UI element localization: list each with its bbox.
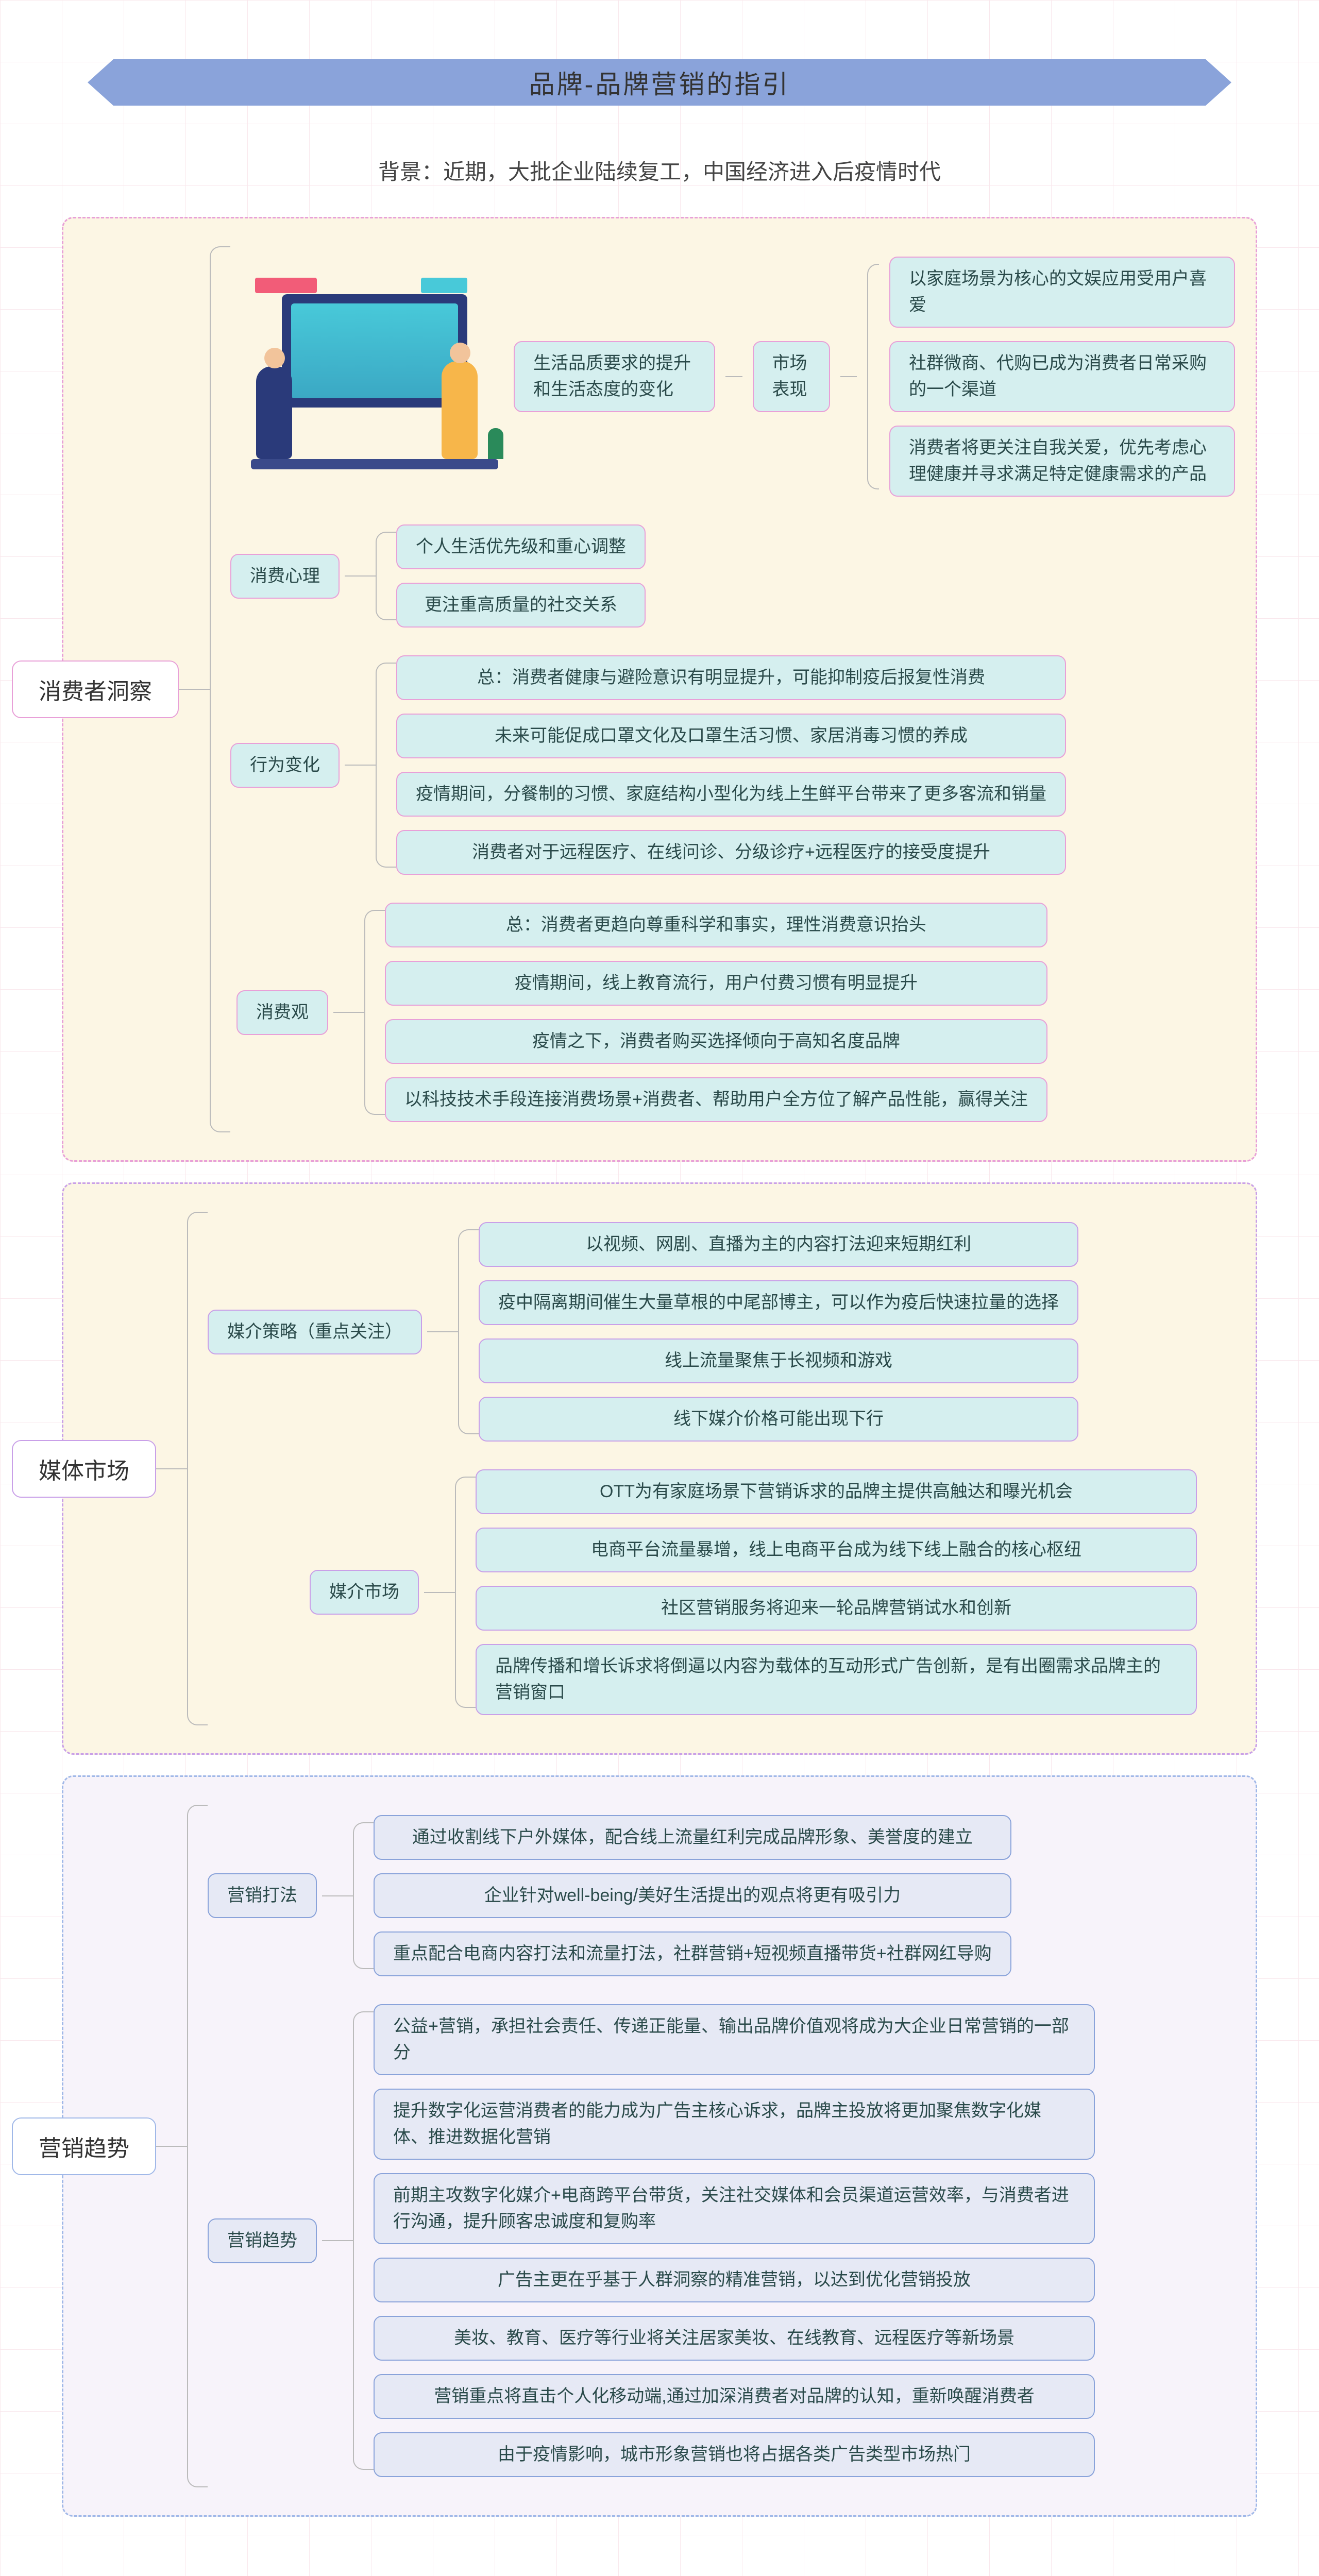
leaf: 更注重高质量的社交关系 [396, 583, 646, 628]
branch-label-psychology: 消费心理 [230, 554, 340, 599]
leaf: 美妆、教育、医疗等行业将关注居家美妆、在线教育、远程医疗等新场景 [374, 2316, 1095, 2361]
branch-label-media-strategy: 媒介策略（重点关注） [208, 1310, 422, 1354]
leaf: 以视频、网剧、直播为主的内容打法迎来短期红利 [479, 1222, 1078, 1267]
connector [345, 575, 376, 577]
leaf: 消费者将更关注自我关爱，优先考虑心理健康并寻求满足特定健康需求的产品 [889, 426, 1235, 497]
banner-cap-left [88, 59, 113, 106]
connector [427, 1331, 458, 1332]
branch-label-marketing-play: 营销打法 [208, 1873, 317, 1918]
branch-lifestyle: 生活品质要求的提升和生活态度的变化 市场表现 以家庭场景为核心的文娱应用受用户喜… [230, 257, 1235, 497]
branch-label-media-market: 媒介市场 [310, 1570, 419, 1615]
leaf: 线下媒介价格可能出现下行 [479, 1397, 1078, 1442]
leaf: 重点配合电商内容打法和流量打法，社群营销+短视频直播带货+社群网红导购 [374, 1931, 1011, 1976]
brace [376, 532, 396, 620]
leaf: 社群微商、代购已成为消费者日常采购的一个渠道 [889, 341, 1235, 412]
leaf: 公益+营销，承担社会责任、传递正能量、输出品牌价值观将成为大企业日常营销的一部分 [374, 2004, 1095, 2075]
section-label-marketing-trend: 营销趋势 [12, 2117, 156, 2175]
leaf: 个人生活优先级和重心调整 [396, 524, 646, 569]
leaf: 疫中隔离期间催生大量草根的中尾部博主，可以作为疫后快速拉量的选择 [479, 1280, 1078, 1325]
brace [187, 1212, 208, 1725]
leaf: 消费者对于远程医疗、在线问诊、分级诊疗+远程医疗的接受度提升 [396, 830, 1066, 875]
leaf: 前期主攻数字化媒介+电商跨平台带货，关注社交媒体和会员渠道运营效率，与消费者进行… [374, 2173, 1095, 2244]
brace [187, 1805, 208, 2487]
illustration-people-screen [251, 274, 498, 469]
connector [322, 1895, 353, 1896]
leaf: 营销重点将直击个人化移动端,通过加深消费者对品牌的认知，重新唤醒消费者 [374, 2374, 1095, 2419]
branch-label-lifestyle: 生活品质要求的提升和生活态度的变化 [514, 341, 715, 412]
leaf: 总：消费者更趋向尊重科学和事实，理性消费意识抬头 [385, 903, 1047, 947]
branch-media-strategy: 媒介策略（重点关注） 以视频、网剧、直播为主的内容打法迎来短期红利 疫中隔离期间… [208, 1222, 1235, 1442]
leaf: 企业针对well-being/美好生活提出的观点将更有吸引力 [374, 1873, 1011, 1918]
mid-node-market: 市场表现 [753, 341, 830, 412]
page-title: 品牌-品牌营销的指引 [113, 59, 1206, 106]
page: 品牌-品牌营销的指引 背景：近期，大批企业陆续复工，中国经济进入后疫情时代 消费… [0, 0, 1319, 2576]
connector [179, 689, 210, 690]
banner-cap-right [1206, 59, 1231, 106]
leaf: 疫情之下，消费者购买选择倾向于高知名度品牌 [385, 1019, 1047, 1064]
section-media-market: 媒体市场 媒介策略（重点关注） 以视频、网剧、直播为主的内容打法迎来短期红利 疫… [62, 1182, 1257, 1755]
connector [345, 765, 376, 766]
branch-behavior: 行为变化 总：消费者健康与避险意识有明显提升，可能抑制疫后报复性消费 未来可能促… [230, 655, 1235, 875]
connector [322, 2240, 353, 2241]
branch-consumption-view: 消费观 总：消费者更趋向尊重科学和事实，理性消费意识抬头 疫情期间，线上教育流行… [230, 903, 1235, 1122]
leaf: 未来可能促成口罩文化及口罩生活习惯、家居消毒习惯的养成 [396, 714, 1066, 758]
brace [867, 264, 879, 489]
brace [210, 246, 230, 1132]
section-consumer-insight: 消费者洞察 生活品质要求的提升和生活态度的变化 [62, 217, 1257, 1162]
brace [353, 2011, 374, 2470]
brace [458, 1229, 479, 1434]
leaf: 社区营销服务将迎来一轮品牌营销试水和创新 [476, 1586, 1197, 1631]
connector [156, 1468, 187, 1469]
leaf: 品牌传播和增长诉求将倒逼以内容为载体的互动形式广告创新，是有出圈需求品牌主的营销… [476, 1644, 1197, 1715]
connector [424, 1592, 455, 1593]
connector [840, 376, 857, 377]
leaf: 以科技技术手段连接消费场景+消费者、帮助用户全方位了解产品性能，赢得关注 [385, 1077, 1047, 1122]
leaf: 以家庭场景为核心的文娱应用受用户喜爱 [889, 257, 1235, 328]
branch-media-market: 媒介市场 OTT为有家庭场景下营销诉求的品牌主提供高触达和曝光机会 电商平台流量… [208, 1469, 1235, 1715]
brace [353, 1822, 374, 1969]
brace [455, 1477, 476, 1708]
section-marketing-trend: 营销趋势 营销打法 通过收割线下户外媒体，配合线上流量红利完成品牌形象、美誉度的… [62, 1775, 1257, 2517]
brace [364, 910, 385, 1115]
branch-marketing-play: 营销打法 通过收割线下户外媒体，配合线上流量红利完成品牌形象、美誉度的建立 企业… [208, 1815, 1235, 1976]
leaf: 由于疫情影响，城市形象营销也将占据各类广告类型市场热门 [374, 2432, 1095, 2477]
branch-label-marketing-trend: 营销趋势 [208, 2218, 317, 2263]
leaf: 疫情期间，分餐制的习惯、家庭结构小型化为线上生鲜平台带来了更多客流和销量 [396, 772, 1066, 817]
branch-label-consumption-view: 消费观 [236, 990, 328, 1035]
branch-psychology: 消费心理 个人生活优先级和重心调整 更注重高质量的社交关系 [230, 524, 1235, 628]
leaf: 电商平台流量暴增，线上电商平台成为线下线上融合的核心枢纽 [476, 1528, 1197, 1572]
leaf: OTT为有家庭场景下营销诉求的品牌主提供高触达和曝光机会 [476, 1469, 1197, 1514]
connector [156, 2146, 187, 2147]
branch-label-behavior: 行为变化 [230, 743, 340, 788]
title-banner: 品牌-品牌营销的指引 [88, 52, 1231, 113]
leaf: 总：消费者健康与避险意识有明显提升，可能抑制疫后报复性消费 [396, 655, 1066, 700]
connector [725, 376, 742, 377]
leaf: 线上流量聚焦于长视频和游戏 [479, 1338, 1078, 1383]
section-label-media-market: 媒体市场 [12, 1440, 156, 1498]
branch-marketing-trend: 营销趋势 公益+营销，承担社会责任、传递正能量、输出品牌价值观将成为大企业日常营… [208, 2004, 1235, 2477]
leaf: 提升数字化运营消费者的能力成为广告主核心诉求，品牌主投放将更加聚焦数字化媒体、推… [374, 2089, 1095, 2160]
section-label-consumer-insight: 消费者洞察 [12, 660, 179, 718]
leaf: 通过收割线下户外媒体，配合线上流量红利完成品牌形象、美誉度的建立 [374, 1815, 1011, 1860]
connector [333, 1012, 364, 1013]
leaf: 疫情期间，线上教育流行，用户付费习惯有明显提升 [385, 961, 1047, 1006]
brace [376, 663, 396, 868]
leaf: 广告主更在乎基于人群洞察的精准营销，以达到优化营销投放 [374, 2258, 1095, 2302]
context-line: 背景：近期，大批企业陆续复工，中国经济进入后疫情时代 [46, 155, 1273, 186]
